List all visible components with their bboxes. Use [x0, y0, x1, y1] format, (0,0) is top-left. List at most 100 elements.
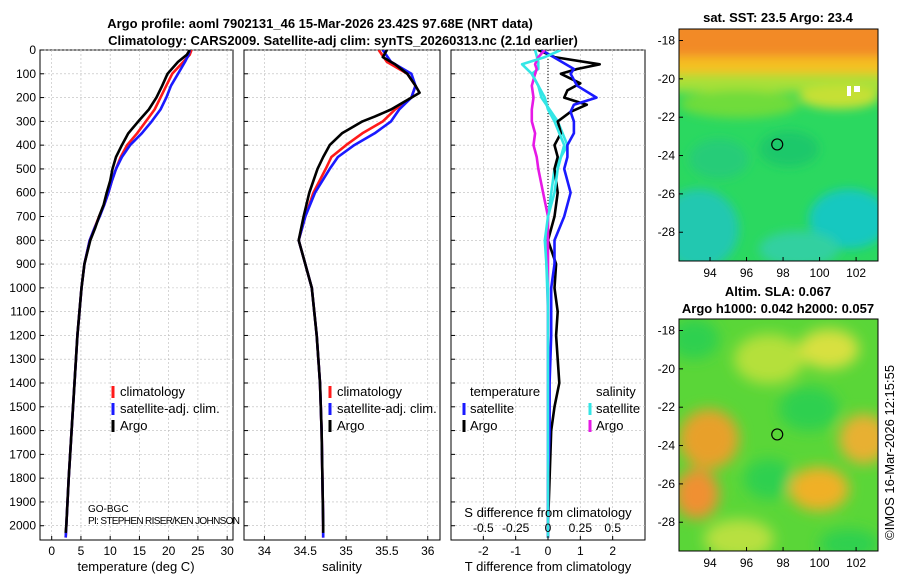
title-line1: Argo profile: aoml 7902131_46 15-Mar-202…	[107, 16, 533, 31]
ytick-label: 2000	[9, 519, 36, 533]
ytick-label: 200	[16, 91, 36, 105]
map-ytick-label: -28	[658, 515, 676, 529]
sst-field	[679, 29, 878, 261]
ytick-label: 100	[16, 67, 36, 81]
sla-title-1: Altim. SLA: 0.067	[725, 284, 831, 299]
pi-label: PI: STEPHEN RISER/KEN JOHNSON	[88, 516, 240, 527]
xtick-label: -1	[510, 544, 521, 558]
ytick-label: 900	[16, 257, 36, 271]
xtick-label: 36	[421, 544, 435, 558]
ytick-label: 500	[16, 162, 36, 176]
ytick-label: 1100	[10, 305, 36, 319]
series-line-argo	[64, 50, 191, 534]
salinity-legend: climatology satellite-adj. clim. Argo	[328, 384, 437, 433]
legend-argo: Argo	[120, 418, 147, 433]
tdiff-xlabel: T difference from climatology	[465, 559, 632, 574]
sdiff-tick-label: 0	[545, 521, 552, 535]
xtick-label: 35.5	[375, 544, 399, 558]
temperature-legend: climatology satellite-adj. clim. Argo	[111, 384, 220, 433]
xtick-label: 20	[162, 544, 176, 558]
legend-climatology-2: climatology	[337, 384, 403, 399]
xtick-label: 35	[339, 544, 353, 558]
ytick-label: 700	[16, 210, 36, 224]
legend-temp-argo: Argo	[470, 418, 497, 433]
map-xtick-label: 102	[846, 556, 866, 570]
map-ytick-label: -22	[658, 400, 676, 414]
xtick-label: 10	[104, 544, 118, 558]
map-xtick-label: 94	[703, 266, 717, 280]
map-ytick-label: -18	[658, 324, 676, 338]
xtick-label: -2	[478, 544, 489, 558]
argo-location-marker	[771, 138, 784, 151]
map-xtick-label: 102	[846, 266, 866, 280]
difference-panel: -2 -1 0 1 2 -0.5 -0.25 0 0.25 0.5 T difference fr…	[450, 49, 646, 574]
sdiff-xlabel: S difference from climatology	[464, 505, 632, 520]
ytick-label: 1500	[9, 400, 36, 414]
ytick-label: 1600	[9, 424, 36, 438]
project-label: GO-BGC	[88, 504, 129, 515]
map-xtick-label: 100	[810, 556, 830, 570]
legend-salinity-title: salinity	[596, 384, 636, 399]
series-line-temperature-satellite-adj	[540, 50, 598, 538]
xtick-label: 1	[577, 544, 584, 558]
legend-sal-satellite: satellite	[596, 401, 640, 416]
argo-location-marker-2	[771, 428, 784, 441]
legend-satellite-adj: satellite-adj. clim.	[120, 401, 220, 416]
map-ytick-label: -26	[658, 477, 676, 491]
sdiff-tick-label: -0.5	[473, 521, 494, 535]
sla-title-2: Argo h1000: 0.042 h2000: 0.057	[682, 301, 874, 316]
xtick-label: 25	[191, 544, 205, 558]
legend-sal-argo: Argo	[596, 418, 623, 433]
map-ytick-label: -20	[658, 362, 676, 376]
map-ytick-label: -22	[658, 110, 676, 124]
legend-satellite-adj-2: satellite-adj. clim.	[337, 401, 437, 416]
sdiff-tick-label: -0.25	[502, 521, 530, 535]
map-xtick-label: 96	[740, 556, 754, 570]
ytick-label: 400	[16, 138, 36, 152]
series-line-argo	[297, 50, 421, 533]
sdiff-tick-label: 0.5	[604, 521, 621, 535]
ytick-label: 1000	[9, 281, 36, 295]
map-ytick-label: -18	[658, 34, 676, 48]
legend-temp-satellite: satellite	[470, 401, 514, 416]
ytick-label: 1400	[9, 376, 36, 390]
xtick-label: 30	[220, 544, 234, 558]
xtick-label: 2	[609, 544, 616, 558]
xtick-label: 15	[133, 544, 147, 558]
map-ytick-label: -20	[658, 72, 676, 86]
xtick-label: 5	[78, 544, 85, 558]
sst-title: sat. SST: 23.5 Argo: 23.4	[703, 10, 854, 25]
map-xtick-label: 98	[776, 266, 790, 280]
temperature-panel: 0 100 200 300 400 500 600 700 800 900 1000 1100 1200…	[9, 43, 240, 574]
map-ytick-label: -24	[658, 149, 676, 163]
legend-climatology: climatology	[120, 384, 186, 399]
ytick-label: 600	[16, 186, 36, 200]
legend-argo-2: Argo	[337, 418, 364, 433]
xtick-label: 0	[545, 544, 552, 558]
salinity-xlabel: salinity	[322, 559, 362, 574]
map-ytick-label: -26	[658, 187, 676, 201]
sla-map: Altim. SLA: 0.067 Argo h1000: 0.042 h200…	[658, 284, 879, 570]
ytick-label: 1300	[9, 352, 36, 366]
sla-field	[679, 319, 878, 551]
map-xtick-label: 94	[703, 556, 717, 570]
map-ytick-label: -24	[658, 439, 676, 453]
ytick-label: 300	[16, 114, 36, 128]
ytick-label: 1200	[9, 328, 36, 342]
salinity-panel: 34 34.5 35 35.5 36 salinity climatology sate…	[243, 49, 441, 574]
map-xtick-label: 96	[740, 266, 754, 280]
imos-watermark: ©IMOS 16-Mar-2026 12:15:55	[882, 365, 897, 540]
sst-map: sat. SST: 23.5 Argo: 23.4 94 96 98 100 102 -1…	[658, 10, 879, 280]
xtick-label: 34.5	[294, 544, 318, 558]
sdiff-tick-label: 0.25	[569, 521, 593, 535]
title-line2: Climatology: CARS2009. Satellite-adj cli…	[108, 33, 578, 48]
map-xtick-label: 100	[810, 266, 830, 280]
temperature-xlabel: temperature (deg C)	[77, 559, 194, 574]
xtick-label: 0	[48, 544, 55, 558]
difference-legend: temperature satellite Argo salinity sate…	[462, 384, 640, 433]
legend-temperature-title: temperature	[470, 384, 540, 399]
ytick-label: 1800	[9, 471, 36, 485]
xtick-label: 34	[258, 544, 272, 558]
ytick-label: 800	[16, 233, 36, 247]
